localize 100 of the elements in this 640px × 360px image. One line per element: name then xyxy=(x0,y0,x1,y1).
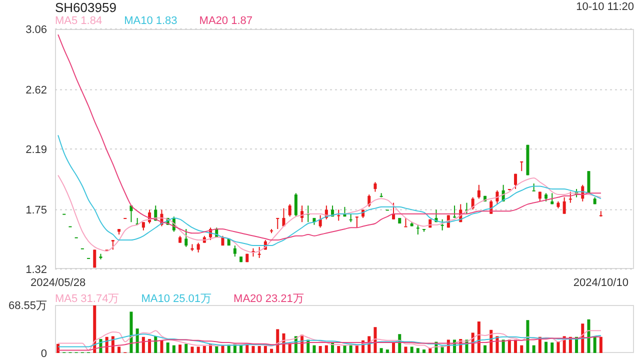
bar xyxy=(221,345,224,353)
bar xyxy=(422,350,426,353)
candlestick xyxy=(416,224,420,236)
line-series xyxy=(58,34,602,241)
candlestick xyxy=(374,182,377,192)
candlestick xyxy=(453,205,456,218)
bar xyxy=(264,346,267,353)
candlestick xyxy=(392,202,396,220)
bar xyxy=(337,346,340,353)
bar xyxy=(172,345,176,353)
bar xyxy=(252,346,255,353)
bar xyxy=(355,345,358,353)
candlestick xyxy=(93,249,96,268)
candlestick xyxy=(477,184,480,200)
y-tick-label: 2.19 xyxy=(26,144,47,156)
bar xyxy=(593,336,596,353)
text: MA10 1.83 xyxy=(124,15,178,27)
bar xyxy=(118,346,121,353)
bar xyxy=(324,345,328,353)
bar xyxy=(520,345,524,353)
bar xyxy=(587,319,590,353)
bar xyxy=(178,344,182,353)
bar xyxy=(190,346,194,353)
candlestick xyxy=(355,216,358,228)
bar xyxy=(343,345,346,353)
candlestick xyxy=(294,192,298,218)
bar xyxy=(416,348,420,353)
text: MA5 1.84 xyxy=(55,15,102,27)
bar xyxy=(386,350,389,353)
y-tick-label: 1.32 xyxy=(26,264,47,276)
candlestick xyxy=(258,246,261,258)
bar xyxy=(276,329,280,353)
y-tick-label: 0 xyxy=(40,348,47,360)
bar xyxy=(93,305,96,353)
text: MA10 25.01万 xyxy=(141,292,212,306)
candlestick xyxy=(587,170,590,194)
bar xyxy=(404,346,408,353)
bar xyxy=(532,345,536,353)
bar xyxy=(428,348,432,353)
bar xyxy=(477,321,480,353)
bar xyxy=(196,346,200,353)
line-series xyxy=(58,174,602,253)
candlestick xyxy=(196,242,200,253)
bar xyxy=(514,340,518,353)
bar xyxy=(154,336,158,353)
candlestick xyxy=(276,217,280,230)
candlestick xyxy=(520,160,524,172)
bar xyxy=(148,338,152,353)
bar xyxy=(502,340,505,353)
bar xyxy=(556,342,560,353)
bar xyxy=(526,320,530,353)
bar xyxy=(166,342,170,353)
bar xyxy=(550,342,554,353)
bar xyxy=(142,336,145,353)
text: MA20 1.87 xyxy=(199,15,252,27)
bar xyxy=(410,346,414,353)
chart-subtitle: 10-10 11:20 xyxy=(576,1,634,13)
bar xyxy=(374,327,377,353)
candlestick xyxy=(562,196,566,214)
bar xyxy=(544,342,548,353)
line-series xyxy=(58,330,602,351)
candlestick xyxy=(568,191,572,204)
candlestick xyxy=(404,217,408,228)
bar xyxy=(160,340,164,353)
line-series xyxy=(58,336,602,351)
bar xyxy=(599,336,602,353)
y-tick-label: 3.06 xyxy=(26,24,47,36)
bar xyxy=(349,345,352,353)
line-series xyxy=(58,334,602,348)
candlestick xyxy=(440,218,444,231)
text: MA5 31.74万 xyxy=(55,292,120,306)
bar xyxy=(484,345,487,353)
x-tick-label: 2024/10/10 xyxy=(573,277,628,289)
bar xyxy=(312,345,316,353)
bar xyxy=(288,343,292,353)
candlestick xyxy=(184,228,188,248)
bar xyxy=(184,344,188,353)
candlestick xyxy=(337,209,340,222)
bar xyxy=(508,340,511,353)
bar xyxy=(270,348,274,353)
bar xyxy=(318,346,322,353)
y-tick-label: 2.62 xyxy=(26,84,47,97)
bar xyxy=(392,342,396,353)
bar xyxy=(568,336,572,353)
bar xyxy=(258,346,261,353)
line-series xyxy=(58,134,602,246)
chart-title: SH603959 xyxy=(55,0,116,15)
bar xyxy=(130,312,133,353)
candlestick xyxy=(282,208,286,227)
candlestick xyxy=(111,240,114,250)
y-tick-label: 68.55万 xyxy=(8,300,47,312)
bar xyxy=(202,346,206,353)
x-tick-label: 2024/05/28 xyxy=(30,277,86,289)
text: MA20 23.21万 xyxy=(234,292,304,306)
bar xyxy=(380,348,383,353)
y-tick-label: 1.75 xyxy=(26,204,47,217)
candlestick xyxy=(233,245,236,258)
candlestick xyxy=(471,196,474,210)
bar xyxy=(136,328,139,353)
candlestick xyxy=(288,204,292,218)
